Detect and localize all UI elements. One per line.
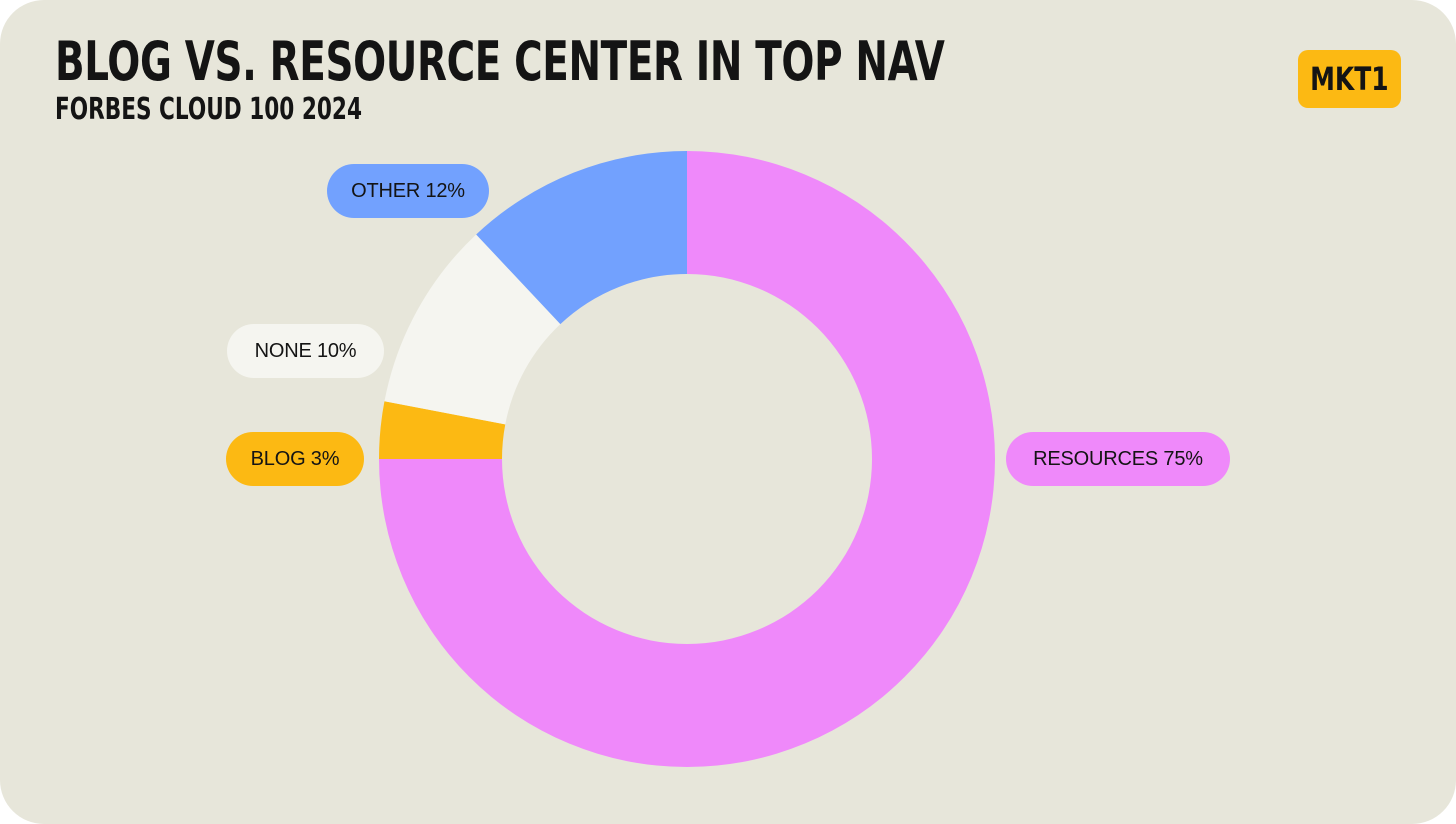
donut-slice-blog: [379, 401, 506, 459]
logo-text: MKT1: [1310, 60, 1389, 98]
donut-slice-none: [384, 234, 561, 425]
mkt1-logo: MKT1: [1298, 50, 1401, 108]
donut-slice-resources: [379, 151, 995, 767]
slice-label-blog-text: BLOG 3%: [250, 447, 340, 470]
slice-label-none-text: NONE 10%: [254, 339, 357, 362]
slice-label-blog: BLOG 3%: [226, 432, 364, 486]
chart-subtitle: FORBES CLOUD 100 2024: [55, 92, 362, 127]
slice-label-other-text: OTHER 12%: [351, 179, 465, 202]
slice-label-none: NONE 10%: [227, 324, 384, 378]
slice-label-other: OTHER 12%: [327, 164, 489, 218]
slice-label-resources-text: RESOURCES 75%: [1033, 447, 1203, 470]
chart-title: BLOG VS. RESOURCE CENTER IN TOP NAV: [55, 30, 945, 93]
donut-slice-other: [476, 151, 687, 325]
slice-label-resources: RESOURCES 75%: [1006, 432, 1230, 486]
